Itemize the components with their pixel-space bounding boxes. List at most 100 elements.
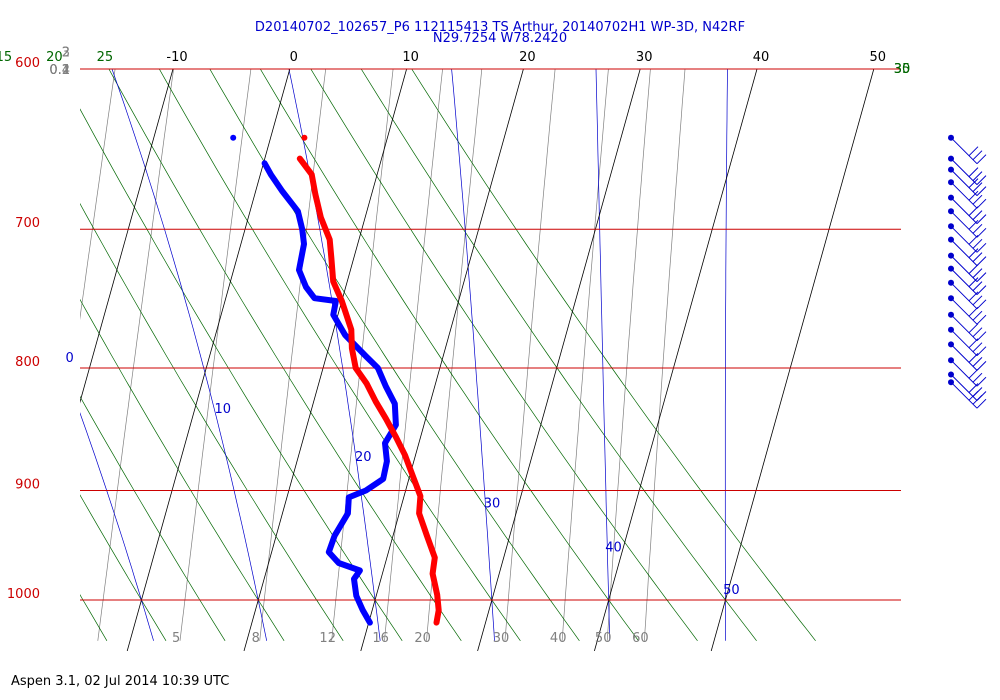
mixing-ratio-label: 1 — [62, 63, 70, 78]
mixing-ratio-line — [97, 69, 174, 641]
moist-adiabat-line — [451, 69, 495, 641]
mixing-ratio-label: 40 — [550, 631, 567, 646]
dry-adiabat-lines — [0, 52, 816, 642]
isotherm-line — [477, 69, 641, 651]
dry-adiabat-label: 25 — [97, 50, 114, 65]
mixing-ratio-label: 16 — [372, 631, 389, 646]
dry-adiabat-line — [158, 69, 521, 642]
axis-labels: 6007008009001000-1001020304050-20-15-505… — [0, 46, 910, 647]
isotherm-line — [710, 69, 875, 651]
wind-barb — [948, 134, 987, 165]
wind-barb — [948, 252, 987, 282]
mixing-ratio-label: 0.4 — [49, 63, 70, 78]
wind-barb — [948, 155, 987, 185]
dry-adiabat-line — [411, 69, 816, 642]
moist-adiabat-line — [111, 69, 268, 641]
wind-barbs — [948, 134, 987, 409]
isotherm-label: 10 — [402, 50, 419, 65]
wind-barb — [948, 279, 987, 310]
wind-barb — [948, 341, 987, 371]
wind-barb — [948, 208, 987, 238]
dewpoint-profile — [261, 160, 399, 626]
moist-adiabat-label: 30 — [484, 496, 501, 511]
pressure-label: 600 — [15, 56, 40, 71]
mixing-ratio-label: 3 — [62, 46, 70, 61]
wind-barb — [948, 166, 987, 196]
mixing-ratio-line — [331, 69, 394, 641]
dry-adiabat-line — [80, 494, 167, 641]
chart-title: D20140702_102657_P6 112115413 TS Arthur,… — [255, 20, 745, 35]
wind-barb — [948, 236, 987, 266]
mixing-ratio-lines — [0, 52, 686, 641]
moist-adiabat-line — [724, 69, 728, 641]
dry-adiabat-line — [80, 108, 403, 641]
isotherm-line — [243, 69, 407, 651]
chart-subtitle: N29.7254 W78.2420 — [433, 31, 567, 46]
pressure-label: 900 — [15, 478, 40, 493]
isotherm-line — [80, 69, 174, 404]
dry-adiabat-line — [80, 395, 226, 641]
wind-barb — [948, 311, 987, 342]
moist-adiabat-label: 50 — [723, 583, 740, 598]
dry-adiabat-label: 15 — [0, 50, 12, 65]
dry-adiabat-line — [80, 298, 285, 641]
wind-barb — [948, 194, 987, 224]
mixing-ratio-label: 0.1 — [49, 63, 70, 78]
wind-barb — [948, 179, 987, 209]
mixing-ratio-line — [80, 69, 116, 321]
dry-adiabat-line — [259, 69, 639, 642]
moist-adiabat-line — [595, 69, 611, 641]
isotherm-label: 40 — [753, 50, 770, 65]
dewpoint-marker — [230, 134, 237, 141]
mixing-ratio-label: 50 — [595, 631, 612, 646]
mixing-ratio-label: 30 — [493, 631, 510, 646]
isotherm-line — [126, 69, 291, 651]
isotherm-label: 30 — [636, 50, 653, 65]
pressure-label: 700 — [15, 216, 40, 231]
dry-adiabat-line — [360, 69, 757, 642]
isotherm-label: 20 — [519, 50, 536, 65]
dry-adiabat-line — [80, 594, 108, 641]
dry-adiabat-label: 30 — [894, 62, 911, 77]
mixing-ratio-label: 20 — [414, 631, 431, 646]
isotherm-lines — [80, 69, 875, 651]
temperature-marker — [301, 134, 308, 141]
mixing-ratio-line — [504, 69, 556, 641]
isotherm-label: 50 — [870, 50, 887, 65]
dry-adiabat-line — [108, 69, 462, 641]
isotherm-line — [594, 69, 758, 651]
pressure-label: 1000 — [7, 587, 40, 602]
moist-adiabat-label: 40 — [605, 541, 622, 556]
wind-barb — [948, 357, 987, 387]
isotherm-label: 0 — [290, 50, 298, 65]
dry-adiabat-line — [80, 202, 344, 641]
temperature-profile — [296, 155, 442, 626]
mixing-ratio-label: 8 — [252, 631, 260, 646]
mixing-ratio-label: 60 — [632, 631, 649, 646]
mixing-ratio-label: 2 — [62, 46, 70, 61]
mixing-ratio-line — [644, 69, 686, 641]
moist-adiabat-label: 0 — [66, 351, 74, 366]
mixing-ratio-line — [384, 69, 443, 641]
dry-adiabat-line — [0, 52, 48, 641]
isotherm-label: -10 — [166, 50, 187, 65]
wind-barb — [948, 326, 987, 357]
mixing-ratio-line — [561, 69, 609, 641]
dry-adiabat-line — [209, 69, 580, 642]
moist-adiabat-label: 10 — [215, 402, 232, 417]
wind-barb — [948, 295, 987, 325]
mixing-ratio-label: 12 — [319, 631, 336, 646]
pressure-label: 800 — [15, 355, 40, 370]
mixing-ratio-label: 5 — [172, 631, 180, 646]
isobar-lines — [80, 68, 901, 601]
wind-barb — [948, 265, 987, 295]
mixing-ratio-line — [179, 69, 252, 641]
moist-adiabat-line — [80, 412, 154, 641]
footer-text: Aspen 3.1, 02 Jul 2014 10:39 UTC — [11, 674, 229, 689]
moist-adiabat-line — [0, 52, 40, 641]
dry-adiabat-label: 35 — [894, 62, 911, 77]
moist-adiabat-label: 20 — [355, 450, 372, 465]
wind-barb — [948, 223, 987, 253]
mixing-ratio-line — [0, 52, 23, 641]
